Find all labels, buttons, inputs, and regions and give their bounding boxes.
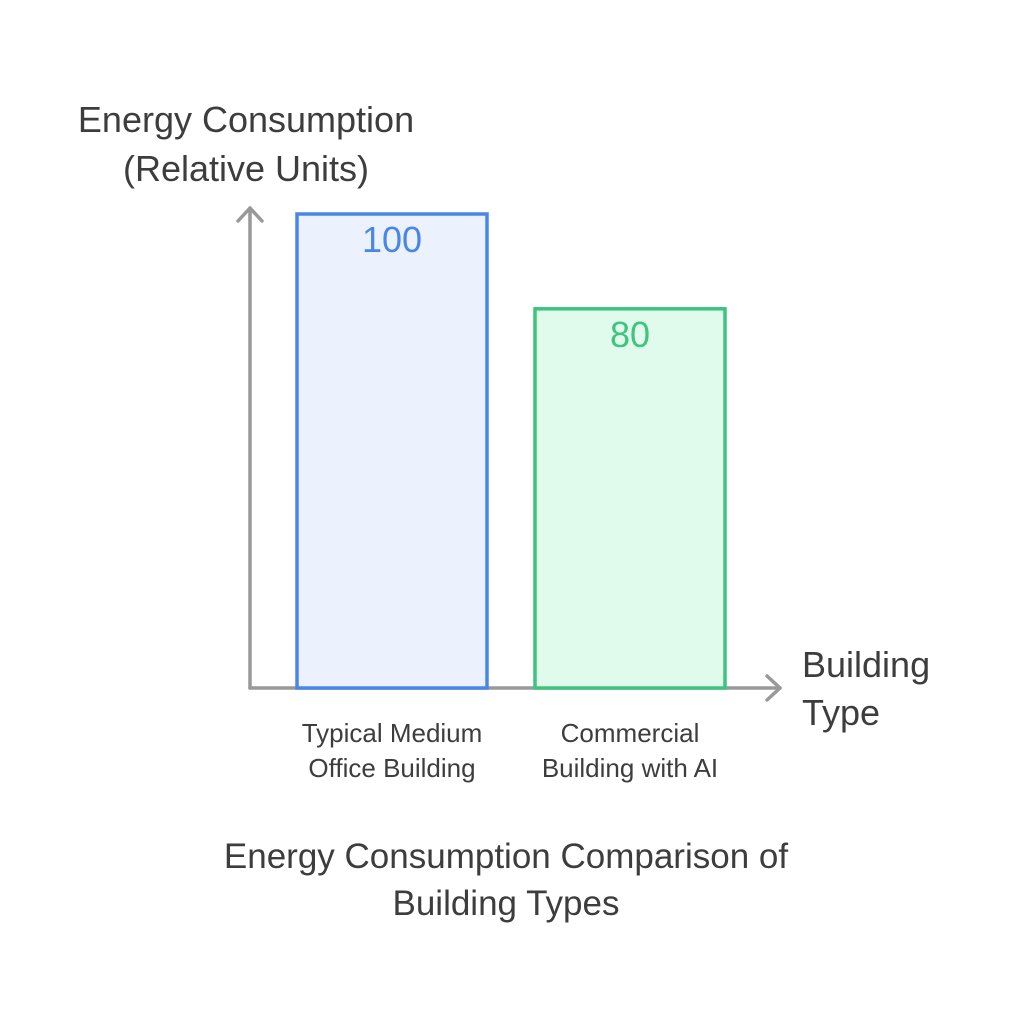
- chart-title-line-1: Energy Consumption Comparison of: [224, 837, 788, 876]
- value-label-0: 100: [362, 219, 422, 260]
- value-labels: 100 80: [362, 219, 650, 355]
- x-axis-title-line-2: Type: [802, 692, 880, 733]
- x-axis-title-line-1: Building: [802, 644, 930, 685]
- y-axis-title-line-2: (Relative Units): [123, 148, 369, 189]
- x-tick-label-1-line-2: Building with AI: [542, 753, 718, 783]
- y-axis-arrow: [236, 206, 264, 223]
- bar-0: [295, 212, 489, 690]
- y-axis-title-line-1: Energy Consumption: [78, 99, 414, 140]
- category-labels: Typical Medium Office Building Commercial B…: [302, 718, 718, 783]
- chart-title-line-2: Building Types: [392, 884, 619, 923]
- value-label-1: 80: [610, 314, 650, 355]
- x-axis-arrow: [765, 674, 782, 702]
- bars: [295, 212, 727, 690]
- x-tick-label-1-line-1: Commercial: [561, 718, 700, 748]
- bar-1: [533, 307, 727, 690]
- x-tick-label-0-line-1: Typical Medium: [302, 718, 483, 748]
- x-tick-label-0-line-2: Office Building: [308, 753, 475, 783]
